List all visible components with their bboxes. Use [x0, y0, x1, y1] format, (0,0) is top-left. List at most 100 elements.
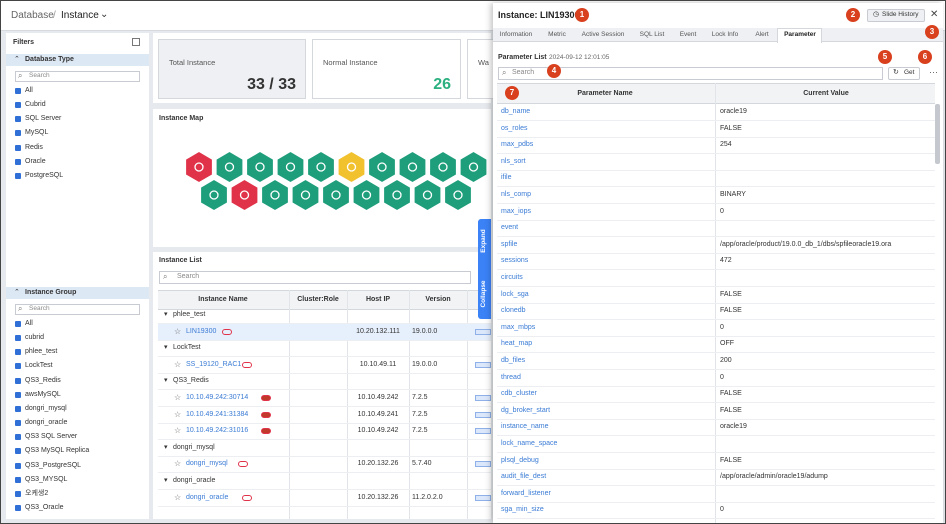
get-button[interactable]	[888, 67, 920, 80]
checkbox[interactable]	[15, 116, 21, 123]
parameter-name[interactable]: plsql_debug	[501, 456, 539, 464]
search-input[interactable]	[15, 71, 140, 82]
action-button[interactable]	[475, 428, 491, 435]
action-button[interactable]	[475, 328, 491, 335]
checkbox[interactable]	[15, 377, 21, 384]
filter-item[interactable]: QS3_Redis	[25, 376, 61, 384]
filter-item[interactable]: 오케생2	[25, 489, 49, 497]
parameter-name[interactable]: db_name	[501, 108, 531, 115]
tab-label[interactable]: Information	[499, 31, 533, 38]
checkbox[interactable]	[15, 102, 21, 109]
instance-name[interactable]: 10.10.49.242:31016	[186, 427, 249, 435]
instance-name[interactable]: 10.10.49.241:31384	[186, 410, 249, 418]
tab-label[interactable]: Metric	[548, 31, 566, 38]
checkbox[interactable]	[15, 405, 21, 412]
parameter-name[interactable]: spfile	[501, 240, 518, 248]
filter-item[interactable]: QS3 MySQL Replica	[25, 447, 90, 455]
checkbox[interactable]	[15, 476, 21, 483]
filter-item[interactable]: awsMySQL	[25, 390, 61, 398]
instance-name[interactable]: LIN19300	[186, 327, 217, 335]
action-button[interactable]	[475, 494, 491, 501]
tab-label[interactable]: Event	[679, 31, 697, 38]
search-input[interactable]	[159, 271, 471, 284]
slide-history-button[interactable]	[867, 9, 925, 22]
filter-item[interactable]: All	[25, 320, 33, 327]
instance-name[interactable]: dongri_oracle	[186, 493, 229, 501]
parameter-name[interactable]: sga_min_size	[501, 506, 544, 514]
parameter-name[interactable]: os_roles	[501, 124, 528, 132]
checkbox[interactable]	[15, 504, 21, 511]
filter-item[interactable]: Oracle	[25, 157, 46, 165]
parameter-name[interactable]: lock_sga	[501, 290, 529, 298]
filter-item[interactable]: cubrid	[25, 334, 45, 342]
action-button[interactable]	[475, 411, 491, 418]
active-tab-label[interactable]: Parameter	[784, 31, 816, 38]
tab-label[interactable]: Lock Info	[711, 31, 739, 38]
checkbox[interactable]	[15, 144, 21, 151]
button-label[interactable]: Slide History	[882, 11, 919, 18]
panel-toggle[interactable]	[132, 38, 140, 46]
filter-item[interactable]: SQL Server	[25, 115, 62, 123]
filter-item[interactable]: QS3_MYSQL	[25, 475, 68, 483]
filter-item[interactable]: PostgreSQL	[25, 171, 64, 179]
action-button[interactable]	[475, 461, 491, 468]
instance-name[interactable]: 10.10.49.242:30714	[186, 394, 249, 401]
tab-label[interactable]: Active Session	[581, 31, 625, 38]
filter-item[interactable]: QS3_Oracle	[25, 503, 64, 511]
checkbox[interactable]	[15, 490, 21, 497]
checkbox[interactable]	[15, 130, 21, 137]
filter-item[interactable]: MySQL	[25, 129, 49, 137]
parameter-name[interactable]: max_pdbs	[501, 141, 534, 149]
instance-name[interactable]: SS_19120_RAC1	[186, 360, 242, 368]
parameter-name[interactable]: db_files	[501, 357, 526, 364]
parameter-name[interactable]: event	[501, 224, 519, 232]
parameter-name[interactable]: circuits	[501, 274, 523, 281]
parameter-name[interactable]: lock_name_space	[501, 440, 558, 447]
parameter-name[interactable]: dg_broker_start	[501, 406, 551, 414]
checkbox[interactable]	[15, 321, 21, 327]
filter-item[interactable]: QS3_PostgreSQL	[25, 461, 82, 469]
side-tab-label[interactable]: Collapse	[480, 280, 487, 308]
filter-item[interactable]: dongri_oracle	[25, 419, 68, 427]
filter-item[interactable]: Redis	[25, 143, 43, 151]
checkbox[interactable]	[15, 349, 21, 356]
checkbox[interactable]	[15, 172, 21, 179]
filter-group-title[interactable]: Database Type	[25, 56, 74, 63]
search-input[interactable]	[498, 67, 883, 80]
checkbox[interactable]	[15, 434, 21, 441]
filter-item[interactable]: LockTest	[25, 362, 53, 370]
checkbox[interactable]	[15, 420, 21, 427]
checkbox[interactable]	[15, 448, 21, 455]
parameter-name[interactable]: nls_comp	[501, 191, 531, 198]
checkbox[interactable]	[15, 88, 21, 94]
side-tab-label[interactable]: Expand	[480, 229, 487, 253]
action-button[interactable]	[475, 395, 491, 401]
button-label[interactable]: Get	[904, 69, 915, 76]
parameter-name[interactable]: nls_sort	[501, 157, 526, 165]
parameter-name[interactable]: instance_name	[501, 423, 549, 431]
parameter-name[interactable]: sessions	[501, 257, 529, 265]
parameter-name[interactable]: forward_listener	[501, 489, 551, 497]
parameter-name[interactable]: audit_file_dest	[501, 473, 547, 481]
filter-item[interactable]: All	[25, 87, 33, 94]
parameter-name[interactable]: heat_map	[501, 340, 533, 348]
checkbox[interactable]	[15, 391, 21, 398]
tab-label[interactable]: SQL List	[639, 31, 665, 38]
search-input[interactable]	[15, 304, 140, 315]
filter-item[interactable]: dongri_mysql	[25, 404, 67, 412]
parameter-name[interactable]: cdb_cluster	[501, 390, 537, 398]
checkbox[interactable]	[15, 462, 21, 469]
parameter-name[interactable]: ifile	[501, 174, 512, 182]
breadcrumb-section[interactable]: Database	[11, 10, 54, 21]
filter-item[interactable]: phlee_test	[25, 348, 58, 356]
parameter-name[interactable]: thread	[501, 373, 521, 381]
filter-group-title[interactable]: Instance Group	[25, 289, 77, 296]
tab-label[interactable]: Alert	[755, 31, 769, 38]
checkbox[interactable]	[15, 335, 21, 342]
parameter-name[interactable]: clonedb	[501, 307, 526, 315]
side-tab[interactable]	[478, 219, 491, 319]
filter-item[interactable]: QS3 SQL Server	[25, 433, 78, 441]
parameter-name[interactable]: max_iops	[501, 207, 531, 215]
parameter-name[interactable]: max_mbps	[501, 323, 536, 331]
filter-item[interactable]: Cubrid	[25, 101, 46, 109]
